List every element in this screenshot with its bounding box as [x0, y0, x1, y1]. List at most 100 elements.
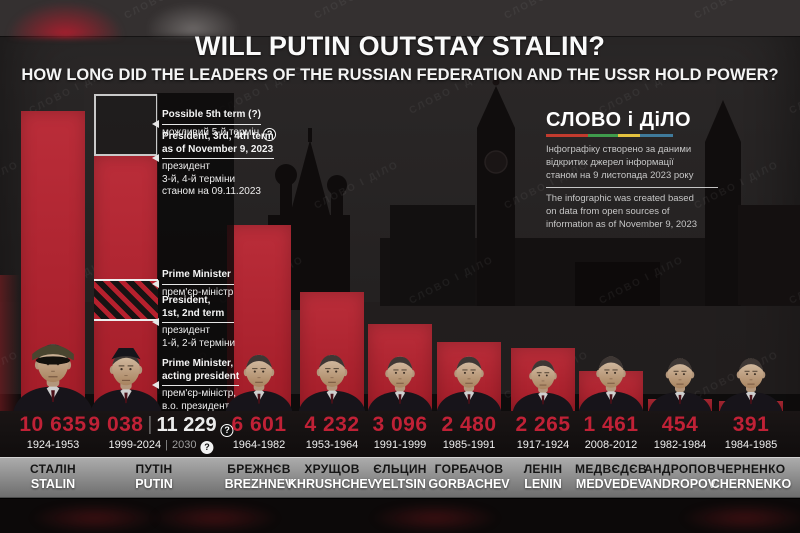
years-in-power: 1924-1953	[26, 439, 80, 451]
annotation-uk-text: прем'єр-міністр	[162, 286, 234, 298]
years-in-power: 1999-2024	[108, 439, 162, 451]
annotation-3: Prime Minister прем'єр-міністр	[152, 264, 234, 299]
gray-glow	[148, 4, 238, 36]
logo-underline-segment	[546, 134, 588, 137]
value-cell-lenin: 2 265 1917-1924	[515, 413, 570, 451]
leader-name-en: LENIN	[524, 477, 562, 491]
days-in-power: 6 601	[231, 413, 287, 436]
portrait-medvedev	[572, 350, 650, 412]
source-note-en: The infographic was created based on data…	[546, 193, 756, 231]
annotation-backdrop	[157, 93, 234, 412]
name-cell-andropov: АНДРОПОВ ANDROPOV	[644, 462, 716, 491]
red-spot	[370, 503, 500, 533]
logo-underline-segment	[640, 134, 673, 137]
years-in-power: 1991-1999	[373, 439, 427, 451]
note-line: станом на 9 листопада 2023 року	[546, 169, 694, 181]
background-photo-strip	[0, 0, 800, 38]
value-separator	[149, 416, 151, 434]
projected-term-box	[94, 93, 158, 156]
kremlin-tower-silhouette	[705, 100, 741, 306]
years-row: 1991-1999	[372, 439, 427, 451]
days-row: 10 635	[19, 413, 86, 437]
days-in-power: 2 480	[441, 413, 497, 436]
days-row: 391	[725, 413, 778, 437]
value-cell-stalin: 10 635 1924-1953	[19, 413, 86, 451]
value-cell-gorbachev: 2 480 1985-1991	[441, 413, 496, 451]
logo-underline-segment	[618, 134, 640, 137]
days-in-power: 2 265	[515, 413, 571, 436]
annotation-5: Prime Minister, acting president прем'єр-м…	[151, 358, 240, 413]
annotation-uk-text: прем'єр-міністр, в.о. президента	[162, 388, 237, 412]
value-cell-medvedev: 1 461 2008-2012	[583, 413, 638, 451]
name-cell-lenin: ЛЕНІН LENIN	[524, 462, 563, 491]
logo-underline	[546, 134, 673, 137]
portrait-khrushchev	[291, 348, 373, 412]
source-note-uk: Інфографіку створено за даними відкритих …	[546, 144, 756, 182]
years-row: 1984-1985	[725, 439, 778, 451]
leader-name-uk: ХРУЩОВ	[304, 462, 360, 476]
leader-name-en: YELTSIN	[374, 477, 426, 491]
names-band	[0, 457, 800, 498]
years-row: 1924-1953	[19, 439, 86, 451]
leader-name-en: STALIN	[30, 477, 76, 491]
name-cell-gorbachev: ГОРБАЧОВ GORBACHEV	[428, 462, 509, 491]
annotation-4: President, 1st, 2nd term президент 1-й, 2-й…	[152, 295, 235, 350]
years-in-power: 1985-1991	[442, 439, 496, 451]
years-row: 1999-2024 | 2030?	[88, 439, 233, 454]
bottom-photo-strip	[0, 498, 800, 533]
leader-name-en: KHRUSHCHEV	[287, 477, 377, 491]
annotation-1: Possible 5th term (?) можливий 5-й термін…	[152, 104, 277, 141]
portrait-stalin	[5, 336, 101, 412]
leader-name-uk: СТАЛІН	[30, 462, 76, 476]
portrait-chernenko	[713, 352, 789, 412]
spasskaya-tower-silhouette	[477, 78, 515, 306]
days-row: 2 480	[441, 413, 496, 437]
value-cell-chernenko: 391 1984-1985	[725, 413, 778, 451]
value-cell-andropov: 454 1982-1984	[654, 413, 707, 451]
value-cell-putin: 9 038 11 229? 1999-2024 | 2030?	[88, 413, 234, 454]
name-cell-khrushchev: ХРУЩОВ KHRUSHCHEV	[288, 462, 376, 491]
days-row: 1 461	[583, 413, 638, 437]
days-in-power: 1 461	[583, 413, 639, 436]
leader-name-uk: ЄЛЬЦИН	[373, 462, 427, 476]
leader-name-uk: МЕДВЄДЄВ	[575, 462, 647, 476]
name-cell-medvedev: МЕДВЄДЄВ MEDVEDEV	[575, 462, 647, 491]
portrait-yeltsin	[362, 350, 438, 412]
year-separator: |	[165, 439, 168, 451]
leader-name-en: GORBACHEV	[428, 477, 510, 491]
portrait-gorbachev	[431, 350, 507, 412]
years-in-power: 1953-1964	[305, 439, 359, 451]
note-line: The infographic was created based	[546, 193, 694, 205]
years-row: 1953-1964	[304, 439, 359, 451]
days-row: 4 232	[304, 413, 359, 437]
annotation-en-text: Prime Minister	[152, 269, 234, 287]
note-line: Інфографіку створено за даними	[546, 144, 692, 155]
projected-year: 2030	[171, 439, 197, 451]
years-row: 1985-1991	[441, 439, 496, 451]
leader-name-uk: ЧЕРНЕНКО	[716, 462, 786, 476]
leader-name-en: MEDVEDEV	[575, 477, 647, 491]
leader-name-uk: ГОРБАЧОВ	[434, 462, 504, 476]
days-row: 2 265	[515, 413, 570, 437]
red-spot	[680, 503, 800, 533]
annotation-en-text: Prime Minister, acting president	[151, 358, 240, 389]
days-in-power: 3 096	[372, 413, 428, 436]
question-badge-icon: ?	[263, 127, 277, 141]
portrait-putin	[83, 348, 169, 412]
numbers-band	[0, 411, 800, 457]
note-line: відкритих джерел інформації	[546, 156, 674, 168]
name-cell-yeltsin: ЄЛЬЦИН YELTSIN	[373, 462, 426, 491]
annotation-en-text: President, 1st, 2nd term	[152, 295, 234, 326]
red-spot	[30, 503, 160, 533]
leader-name-en: PUTIN	[135, 477, 173, 491]
page-subtitle: HOW LONG DID THE LEADERS OF THE RUSSIAN …	[21, 66, 779, 84]
projected-days: 11 229	[156, 414, 217, 436]
question-badge-icon: ?	[200, 440, 214, 454]
page-title: WILL PUTIN OUTSTAY STALIN?	[194, 31, 606, 61]
years-in-power: 1964-1982	[232, 439, 286, 451]
leader-name-en: CHERNENKO	[710, 477, 792, 491]
leader-name-uk: БРЕЖНЄВ	[227, 462, 291, 476]
photo-edge-line	[0, 35, 800, 37]
years-row: 1917-1924	[515, 439, 570, 451]
